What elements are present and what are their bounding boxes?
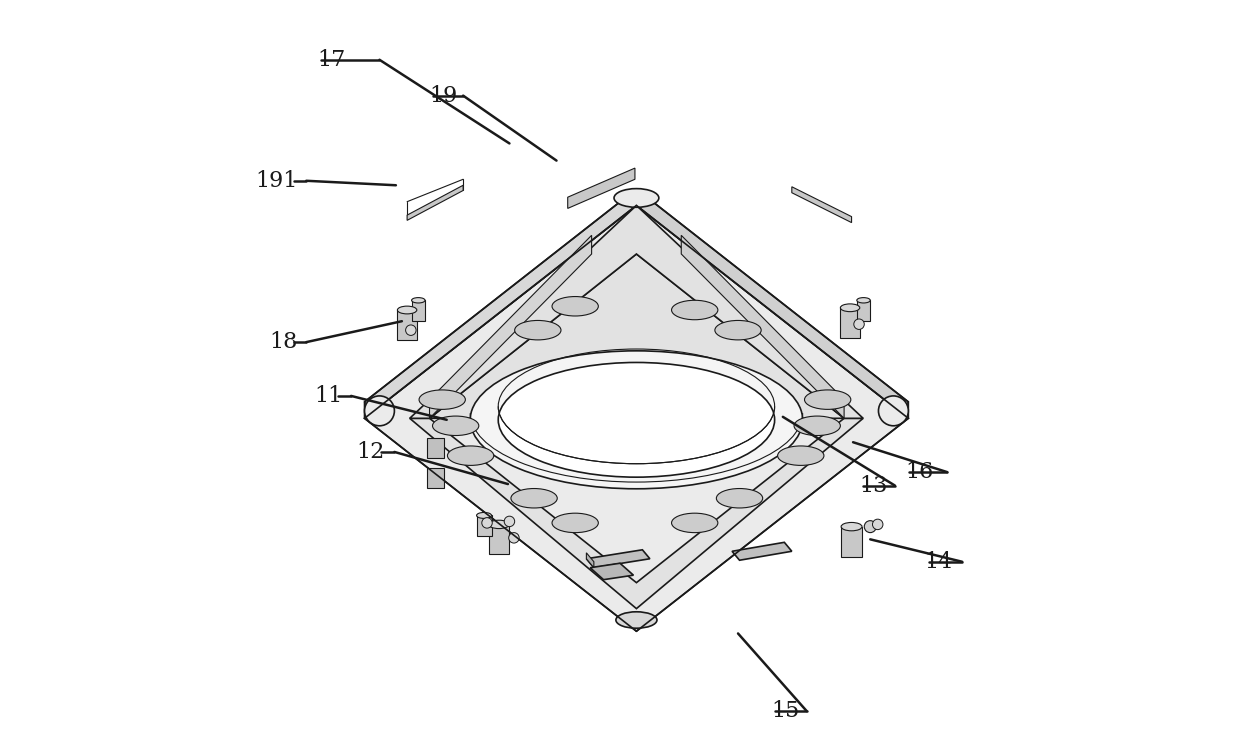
Ellipse shape [365, 396, 394, 426]
Polygon shape [587, 550, 650, 568]
Ellipse shape [715, 320, 761, 340]
Polygon shape [732, 542, 792, 560]
Text: 16: 16 [905, 461, 934, 483]
Polygon shape [636, 189, 909, 418]
Circle shape [505, 516, 515, 527]
Polygon shape [489, 524, 510, 554]
Ellipse shape [515, 320, 560, 340]
Polygon shape [587, 553, 594, 568]
Polygon shape [412, 300, 425, 321]
Ellipse shape [841, 304, 859, 311]
Ellipse shape [419, 390, 465, 409]
Text: 19: 19 [429, 84, 458, 107]
Ellipse shape [805, 390, 851, 409]
Polygon shape [841, 308, 859, 338]
Polygon shape [429, 235, 591, 418]
Text: 11: 11 [314, 385, 342, 407]
Text: 15: 15 [771, 700, 799, 722]
Ellipse shape [412, 297, 425, 303]
Text: 191: 191 [255, 170, 298, 192]
Ellipse shape [552, 513, 599, 533]
Polygon shape [407, 185, 463, 220]
Polygon shape [409, 205, 863, 418]
Ellipse shape [489, 520, 510, 529]
Polygon shape [427, 468, 444, 488]
Polygon shape [397, 310, 417, 340]
Ellipse shape [794, 416, 841, 436]
Ellipse shape [616, 612, 657, 628]
Polygon shape [841, 527, 862, 557]
Ellipse shape [672, 300, 718, 320]
Circle shape [508, 533, 520, 543]
Ellipse shape [614, 189, 658, 208]
Circle shape [854, 319, 864, 329]
Text: 17: 17 [317, 49, 346, 71]
Circle shape [864, 521, 877, 533]
Polygon shape [568, 168, 635, 208]
Polygon shape [476, 515, 491, 536]
Ellipse shape [511, 489, 557, 508]
Text: 18: 18 [269, 331, 298, 353]
Circle shape [405, 325, 417, 335]
Ellipse shape [841, 522, 862, 531]
Ellipse shape [476, 512, 491, 518]
Text: 14: 14 [925, 551, 954, 573]
Polygon shape [427, 438, 444, 458]
Ellipse shape [498, 362, 775, 477]
Ellipse shape [552, 297, 599, 316]
Polygon shape [857, 300, 870, 321]
Text: 12: 12 [356, 441, 384, 463]
Polygon shape [590, 563, 634, 580]
Text: 13: 13 [859, 474, 888, 497]
Polygon shape [409, 418, 863, 609]
Polygon shape [365, 205, 909, 631]
Ellipse shape [397, 306, 417, 314]
Ellipse shape [857, 297, 870, 303]
Ellipse shape [717, 489, 763, 508]
Polygon shape [365, 189, 636, 418]
Ellipse shape [878, 396, 909, 426]
Polygon shape [681, 235, 844, 418]
Ellipse shape [672, 513, 718, 533]
Circle shape [873, 519, 883, 530]
Ellipse shape [433, 416, 479, 436]
Ellipse shape [470, 351, 802, 489]
Ellipse shape [448, 446, 494, 465]
Ellipse shape [777, 446, 823, 465]
Polygon shape [792, 187, 852, 223]
Circle shape [482, 518, 492, 528]
Polygon shape [429, 254, 844, 418]
